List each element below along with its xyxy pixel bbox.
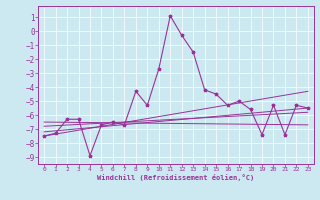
- X-axis label: Windchill (Refroidissement éolien,°C): Windchill (Refroidissement éolien,°C): [97, 174, 255, 181]
